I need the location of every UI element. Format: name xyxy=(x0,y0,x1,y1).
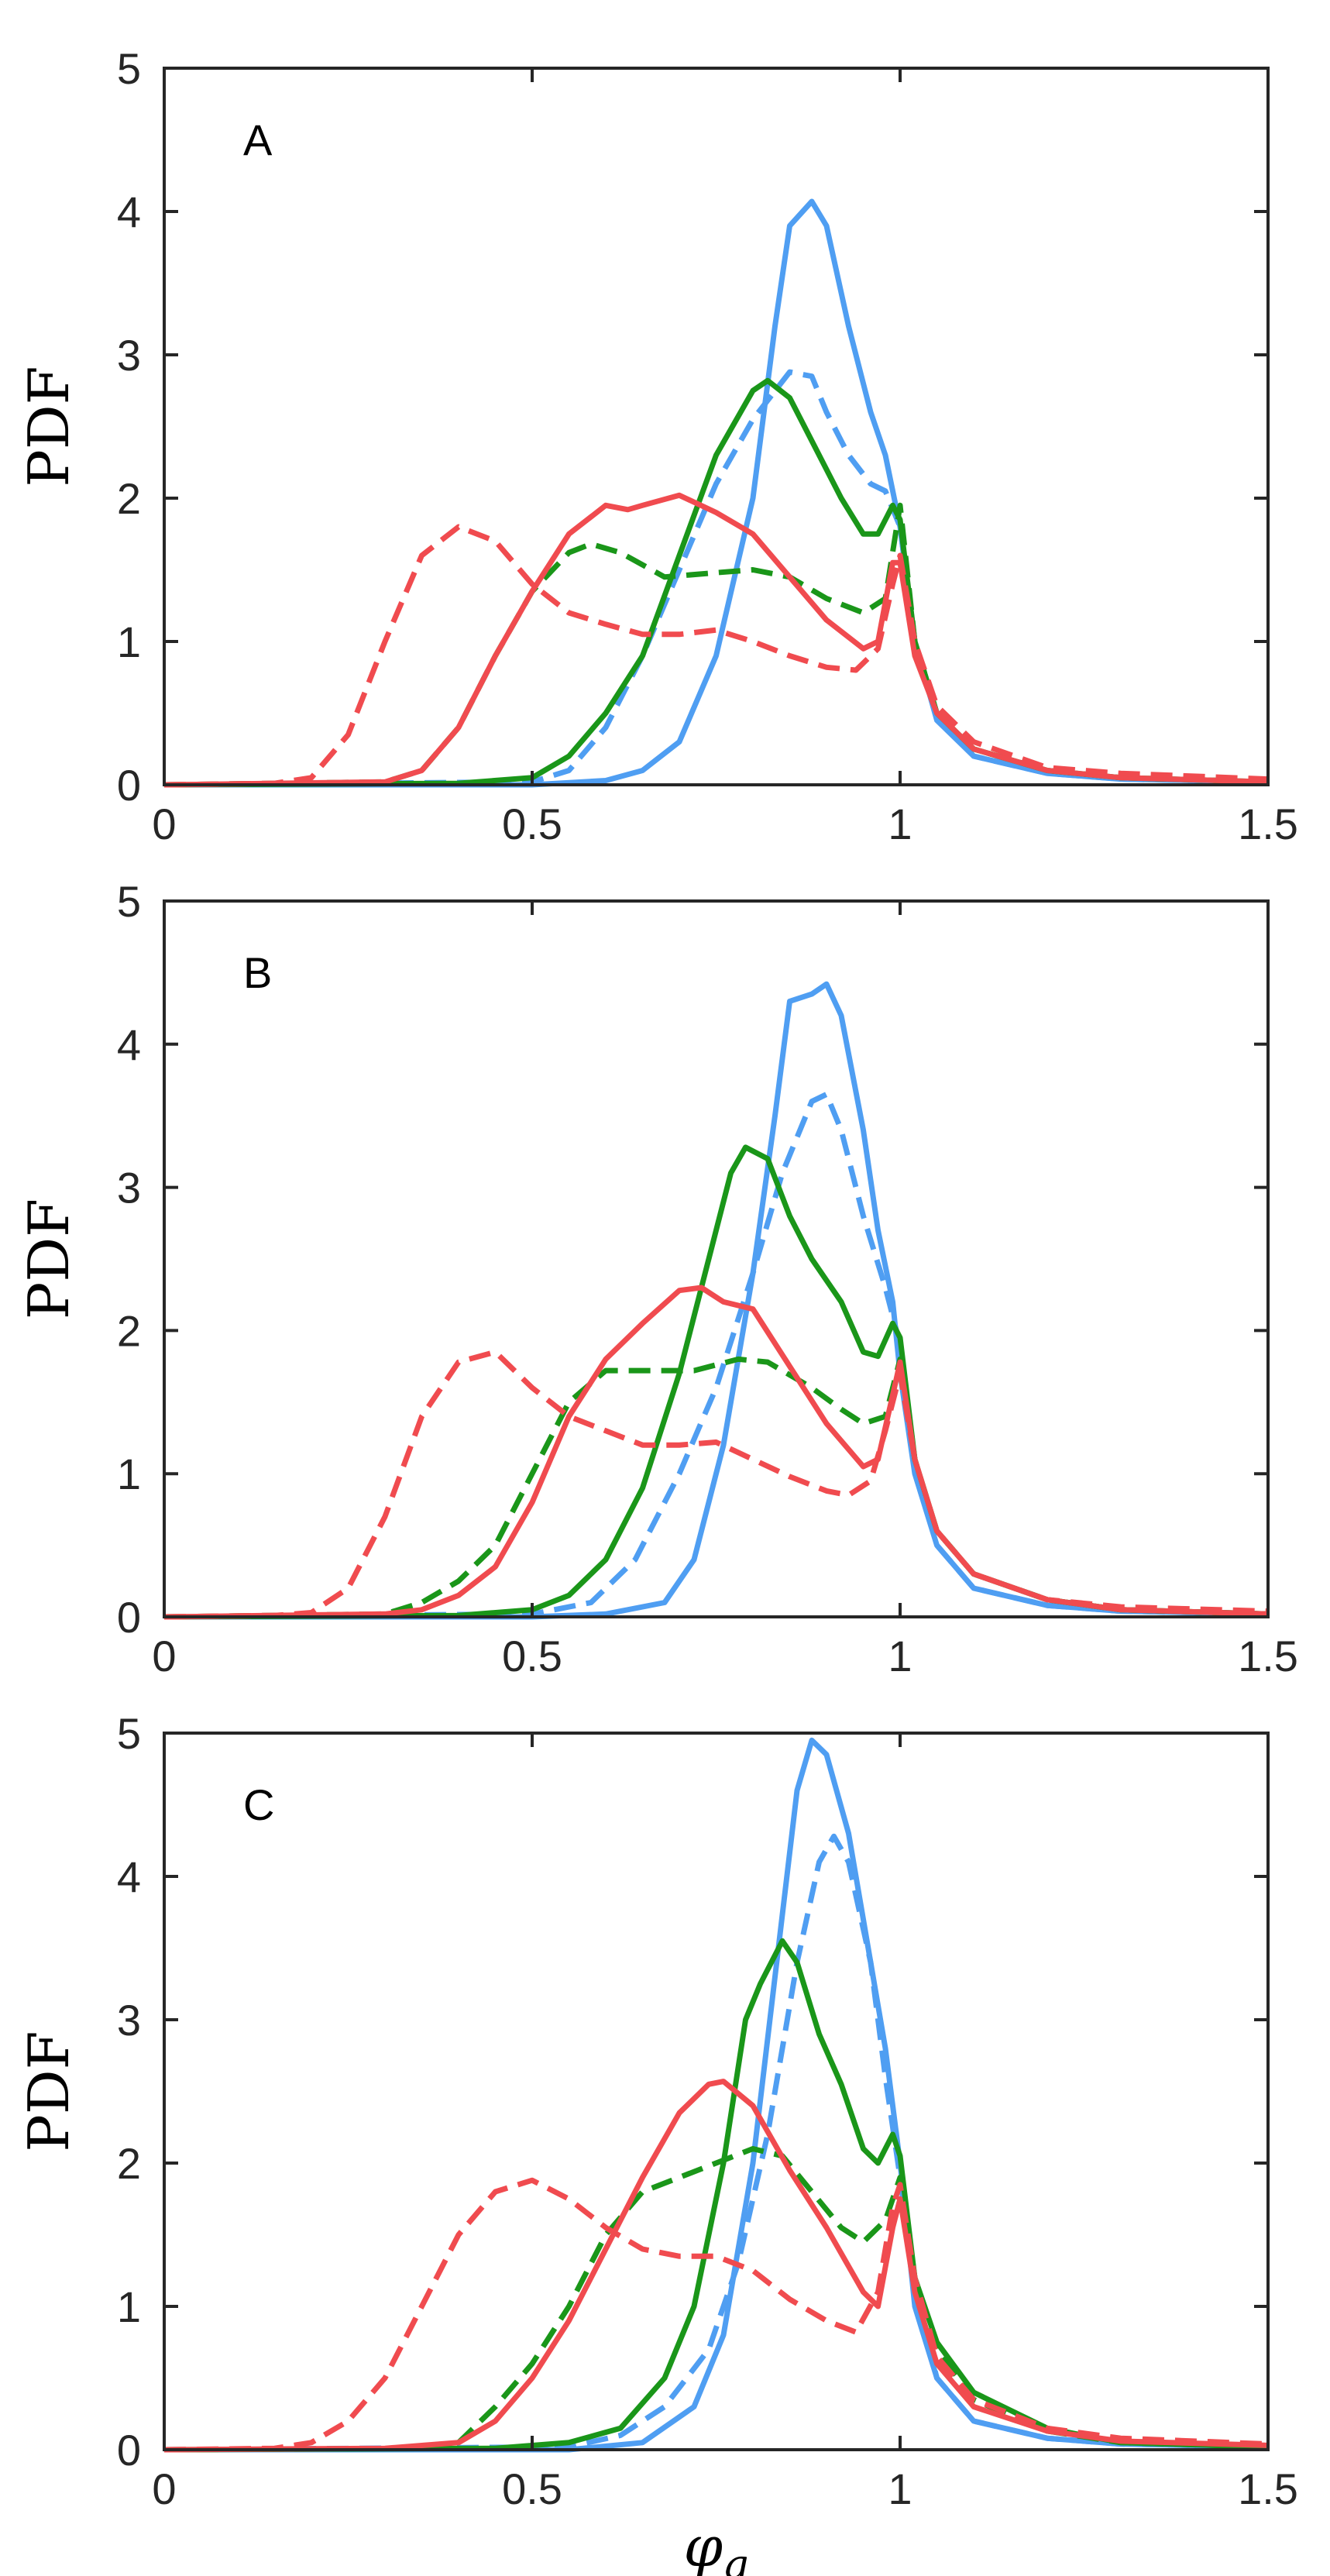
panel-c: 0 0.5 1 1.5 0 1 2 3 4 5 C PDF φg xyxy=(16,1709,1298,2576)
y-tick-label: 3 xyxy=(117,331,141,380)
y-tick-label: 5 xyxy=(117,44,141,93)
y-tick-label: 4 xyxy=(117,1020,141,1069)
series-line-red-solid xyxy=(163,2079,1269,2453)
series-line-red-dashed xyxy=(163,1349,1269,1620)
series-line-red-solid xyxy=(163,492,1269,788)
series-line-red-solid xyxy=(163,1285,1269,1620)
series-line-green-dashed xyxy=(163,1356,1269,1620)
series-line-blue-solid xyxy=(164,981,1269,1620)
series-line-blue-dashed xyxy=(163,369,1269,788)
y-axis-label: PDF xyxy=(16,366,81,487)
panel-label: B xyxy=(243,948,272,997)
y-tick-label: 2 xyxy=(117,1306,141,1355)
series-line-red-dashed xyxy=(163,2177,1269,2453)
series-line-red-dashed xyxy=(163,524,1269,788)
series-line-blue-dashed xyxy=(163,1092,1269,1620)
y-tick-label: 1 xyxy=(117,2282,141,2331)
y-tick-label: 3 xyxy=(117,1996,141,2045)
x-tick-label: 0.5 xyxy=(502,2464,562,2513)
x-axis-label: φg xyxy=(684,2514,749,2576)
axes-box xyxy=(163,67,1270,786)
y-tick-label: 2 xyxy=(117,2139,141,2188)
x-tick-label: 0 xyxy=(152,1632,176,1680)
y-axis-label: PDF xyxy=(16,1199,81,1319)
series-line-green-solid xyxy=(163,1938,1269,2453)
y-tick-label: 1 xyxy=(117,617,141,666)
series-line-green-solid xyxy=(163,377,1269,788)
x-tick-label: 1 xyxy=(888,800,912,848)
x-tick-label: 0 xyxy=(152,800,176,848)
panel-label: C xyxy=(243,1780,274,1829)
y-tick-label: 5 xyxy=(117,1709,141,1758)
x-tick-label: 1.5 xyxy=(1238,1632,1298,1680)
y-axis-label: PDF xyxy=(16,2031,81,2151)
y-tick-label: 0 xyxy=(117,761,141,810)
x-tick-label: 1.5 xyxy=(1238,2464,1298,2513)
x-tick-label: 1 xyxy=(888,1632,912,1680)
axes-box xyxy=(163,899,1270,1618)
panel-a: 0 0.5 1 1.5 0 1 2 3 4 5 A PDF xyxy=(16,44,1298,848)
y-tick-label: 0 xyxy=(117,1593,141,1642)
x-tick-label: 0.5 xyxy=(502,1632,562,1680)
x-tick-label: 1 xyxy=(888,2464,912,2513)
y-tick-label: 2 xyxy=(117,474,141,523)
y-tick-label: 4 xyxy=(117,187,141,236)
panel-label: A xyxy=(243,115,273,164)
axes-box xyxy=(163,1732,1270,2451)
panel-b: 0 0.5 1 1.5 0 1 2 3 4 5 B PDF xyxy=(16,877,1298,1680)
y-tick-label: 5 xyxy=(117,877,141,926)
y-tick-label: 0 xyxy=(117,2426,141,2475)
series-line-blue-solid xyxy=(164,1737,1269,2453)
y-tick-label: 1 xyxy=(117,1450,141,1498)
x-tick-label: 0 xyxy=(152,2464,176,2513)
series-line-blue-solid xyxy=(164,198,1269,788)
x-tick-label: 0.5 xyxy=(502,800,562,848)
y-tick-label: 3 xyxy=(117,1164,141,1212)
y-tick-label: 4 xyxy=(117,1852,141,1901)
x-tick-label: 1.5 xyxy=(1238,800,1298,848)
series-line-blue-dashed xyxy=(163,1833,1269,2453)
